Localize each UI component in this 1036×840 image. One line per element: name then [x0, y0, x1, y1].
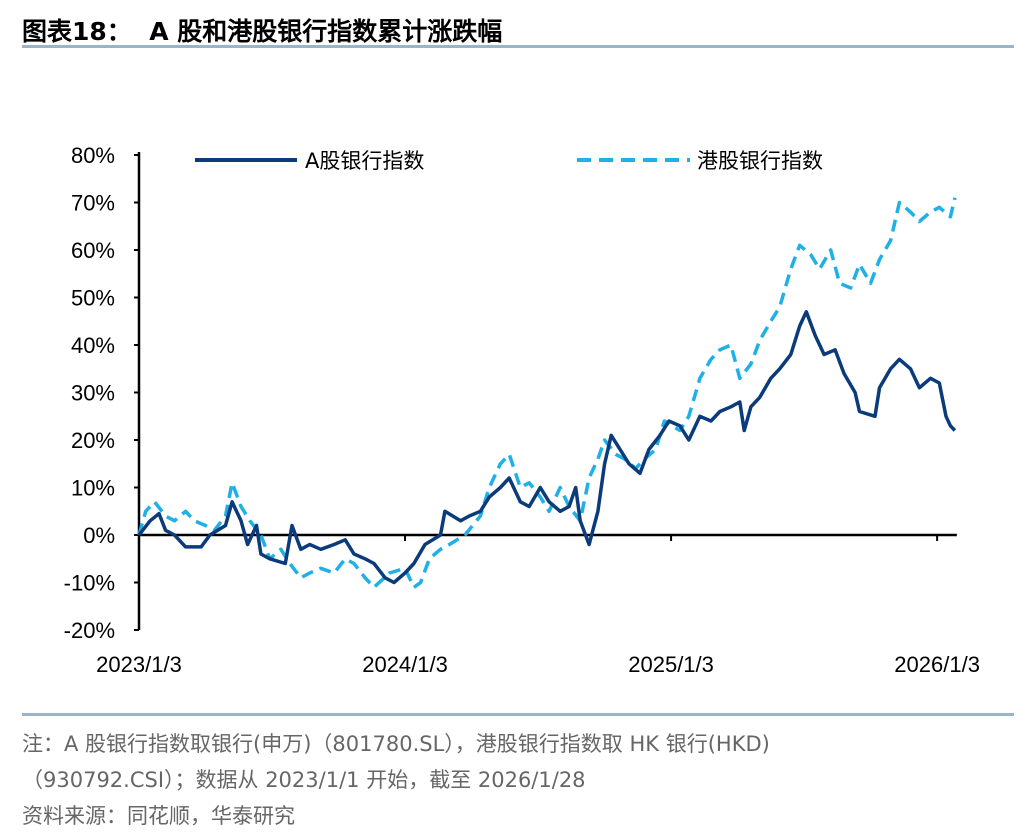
x-tick-label: 2025/1/3 — [628, 652, 714, 677]
legend: A股银行指数 港股银行指数 — [195, 149, 823, 173]
series-lines — [137, 197, 957, 590]
y-tick-label: 40% — [71, 333, 115, 358]
legend-label-hk: 港股银行指数 — [697, 149, 823, 173]
figure-title: 图表18： A 股和港股银行指数累计涨跌幅 — [22, 17, 503, 46]
series-line-hk — [137, 197, 957, 590]
footnote-line-2: （930792.CSI）；数据从 2023/1/1 开始，截至 2026/1/2… — [22, 768, 586, 792]
x-tick-label: 2026/1/3 — [894, 652, 980, 677]
footnote-line-1: 注：A 股银行指数取银行(申万)（801780.SL），港股银行指数取 HK 银… — [22, 732, 770, 756]
y-tick-label: 70% — [71, 191, 115, 216]
y-tick-label: 20% — [71, 428, 115, 453]
line-chart: -20% -10% 0% 10% 20% 30% 40% 50% 60% 70% 80% 2023/… — [64, 143, 980, 677]
y-tick-label: -10% — [64, 571, 115, 596]
x-axis: 2023/1/3 2024/1/3 2025/1/3 2026/1/3 — [96, 533, 980, 677]
y-tick-label: 60% — [71, 238, 115, 263]
y-tick-label: 10% — [71, 476, 115, 501]
x-tick-label: 2024/1/3 — [362, 652, 448, 677]
series-line-a-share — [137, 310, 957, 585]
y-axis: -20% -10% 0% 10% 20% 30% 40% 50% 60% 70% 80% — [64, 143, 141, 643]
source-note: 资料来源：同花顺，华泰研究 — [22, 804, 295, 828]
legend-label-a-share: A股银行指数 — [305, 149, 424, 173]
y-tick-label: 80% — [71, 143, 115, 168]
x-tick-label: 2023/1/3 — [96, 652, 182, 677]
y-tick-label: 30% — [71, 381, 115, 406]
y-tick-label: 0% — [83, 523, 115, 548]
title-divider — [22, 45, 1014, 48]
footer-divider — [22, 713, 1014, 716]
y-tick-label: -20% — [64, 618, 115, 643]
y-tick-label: 50% — [71, 286, 115, 311]
